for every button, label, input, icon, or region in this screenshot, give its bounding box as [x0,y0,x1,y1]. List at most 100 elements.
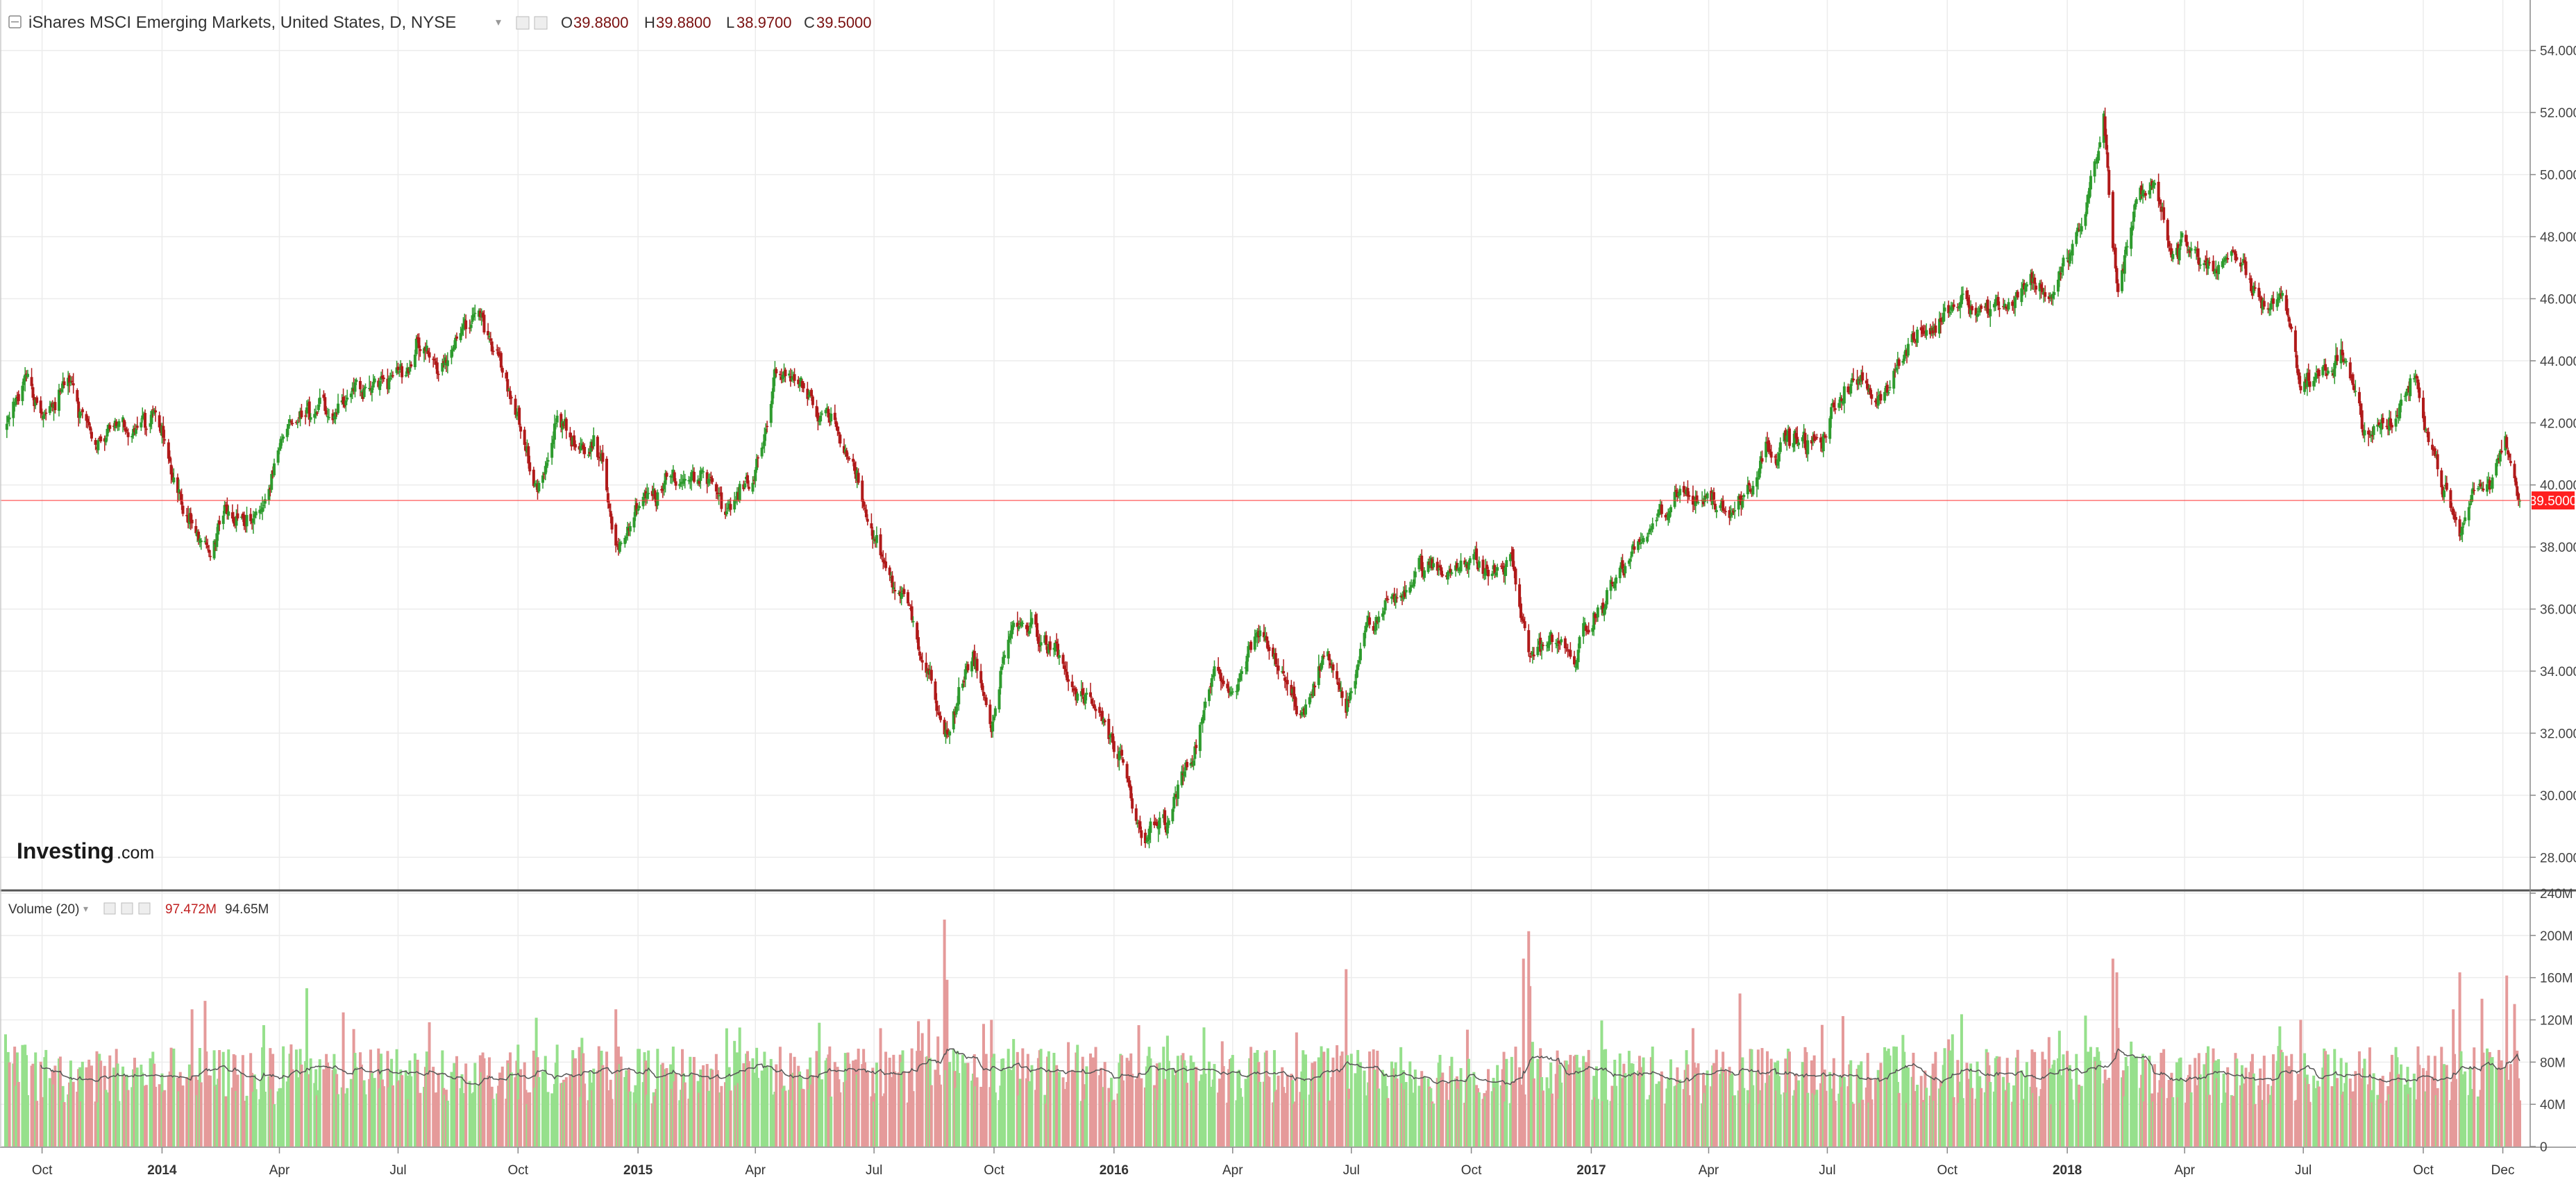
candle-body [1358,648,1362,661]
volume-bar [364,1094,367,1147]
candle-body [2115,268,2119,284]
candle-body [134,428,137,434]
volume-bar [90,1065,93,1147]
candle-body [1628,559,1632,562]
candle-body [569,432,572,438]
candle-body [1027,631,1031,634]
candle-body [1959,302,1962,307]
volume-chevron-down-icon[interactable]: ▾ [83,903,88,914]
candle-body [2307,372,2310,381]
candle-body [1883,391,1887,401]
candle-body [177,489,180,493]
candle-body [637,508,640,511]
volume-bar [35,1101,39,1147]
close-label: C [804,14,815,31]
candle-body [2405,391,2408,396]
candle-body [1615,577,1618,584]
candle-body [1787,428,1791,446]
candle-body [819,415,823,422]
volume-bar [756,1078,759,1147]
candle-body [1129,786,1133,799]
volume-bar [199,1082,203,1147]
candle-body [1012,623,1016,627]
volume-bar [1349,1054,1353,1147]
volume-bar [683,1082,687,1147]
candle-body [2226,257,2230,260]
candle-body [1724,511,1727,512]
candle-body [545,462,548,468]
volume-bar [830,1097,833,1147]
volume-bar [528,1092,532,1147]
candle-body [1385,598,1388,600]
volume-close-icon[interactable] [138,902,151,915]
candle-body [1253,636,1256,650]
candle-body [2359,403,2362,415]
volume-bar [62,1101,66,1147]
volume-bar [2473,1047,2476,1147]
volume-bar [775,1064,778,1147]
candle-body [1794,432,1798,439]
candle-body [1354,681,1357,689]
grid-lines [0,0,2530,1147]
candle-body [1792,443,1795,448]
candle-body [1678,489,1682,496]
volume-visibility-icon[interactable] [121,902,133,915]
candle-body [2207,260,2210,269]
volume-settings-icon[interactable] [103,902,116,915]
candle-body [1403,590,1406,597]
candle-body [1493,565,1497,574]
candle-body [1226,684,1229,688]
volume-bar [1651,1046,1654,1147]
chevron-down-icon[interactable]: ▾ [496,17,501,28]
candle-body [217,523,220,535]
candle-body [1658,509,1661,516]
volume-tick-label: 160M [2540,972,2573,986]
volume-bar [1866,1053,1869,1147]
candle-body [1085,693,1088,695]
volume-bar [510,1072,513,1147]
volume-bar [2089,1047,2092,1147]
candle-body [304,415,308,417]
volume-bar [1952,1097,1955,1147]
candle-body [1218,669,1222,675]
candle-body [2106,152,2110,168]
candle-body [754,469,757,482]
candle-body [1774,456,1777,458]
candle-body [1741,500,1744,508]
candle-body [1572,656,1576,665]
candle-body [1556,644,1559,646]
candle-body [1247,646,1250,658]
volume-bar [1733,1095,1737,1147]
candle-body [1819,437,1823,443]
candle-body [1417,557,1421,570]
candle-body [2071,244,2074,256]
candle-body [2303,381,2307,392]
candle-body [1249,641,1253,650]
volume-bar [2262,1056,2266,1147]
candle-body [2427,432,2430,442]
settings-icon[interactable] [516,16,530,30]
candle-body [1903,355,1906,362]
candle-body [1566,649,1569,651]
candle-body [733,500,736,510]
candle-body [1171,809,1175,822]
candle-body [892,587,895,590]
candle-body [888,567,891,575]
visibility-icon[interactable] [534,16,548,30]
candle-body [1701,501,1705,505]
volume-bar [1697,1063,1700,1147]
candle-body [2321,366,2325,375]
candle-body [938,712,941,716]
candle-body [1888,387,1892,389]
candle-body [2116,283,2120,292]
candle-body [2495,463,2498,476]
candle-body [1317,666,1320,686]
candle-body [837,432,841,434]
volume-bar [1633,1074,1636,1147]
volume-bar [1751,1085,1755,1147]
candle-body [616,543,619,546]
volume-bar [500,1066,504,1147]
candle-body [509,391,512,399]
volume-bar [2400,1064,2403,1147]
candle-body [2257,287,2261,298]
